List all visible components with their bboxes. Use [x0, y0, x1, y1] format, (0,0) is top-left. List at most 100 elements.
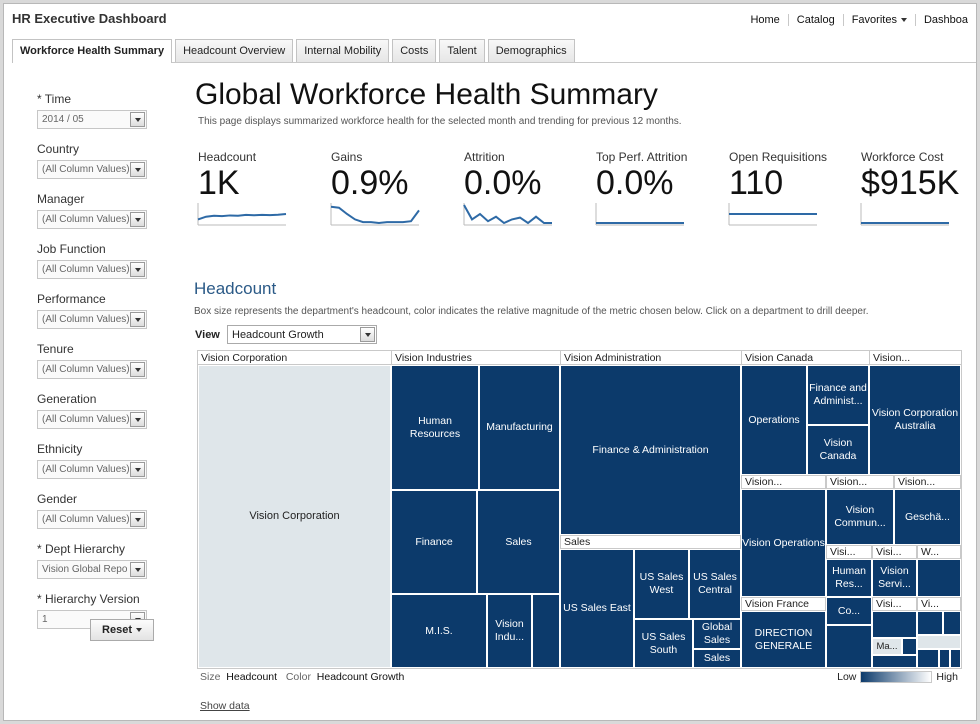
tile-small[interactable] — [532, 594, 560, 668]
tab-demographics[interactable]: Demographics — [487, 39, 575, 62]
treemap-subgroup-header[interactable]: Visi... — [872, 597, 917, 611]
kpi-gains[interactable]: Gains 0.9% — [330, 150, 420, 230]
tile-small[interactable] — [943, 611, 961, 635]
tile-human-res[interactable]: Human Res... — [826, 559, 872, 597]
treemap-group-header[interactable]: Vision Corporation — [198, 351, 391, 365]
tile-small[interactable] — [950, 649, 961, 668]
tile-small[interactable] — [826, 625, 872, 668]
tile-small[interactable] — [939, 649, 950, 668]
tile-ma[interactable]: Ma... — [872, 638, 902, 655]
dept-hierarchy-select[interactable]: Vision Global Repo — [37, 560, 147, 579]
treemap-subgroup-header[interactable]: Vision... — [741, 475, 826, 489]
kpi-sparkline — [463, 203, 552, 226]
reset-button[interactable]: Reset — [90, 619, 154, 641]
treemap-subgroup-header[interactable]: Visi... — [826, 545, 872, 559]
tile-us-sales-west[interactable]: US Sales West — [634, 549, 689, 619]
tile-small[interactable] — [872, 655, 917, 668]
nav-favorites-menu[interactable]: Favorites — [842, 14, 915, 26]
tile-small[interactable] — [917, 649, 939, 668]
tile-small[interactable] — [902, 638, 917, 655]
tile-finance-administration[interactable]: Finance & Administration — [560, 365, 741, 535]
tile-us-sales-east[interactable]: US Sales East — [560, 549, 634, 668]
treemap-subgroup-header[interactable]: Vision France — [741, 597, 826, 611]
show-data-link[interactable]: Show data — [200, 700, 250, 712]
treemap-group-header[interactable]: Vision... — [869, 351, 961, 365]
dropdown-arrow-icon[interactable] — [130, 262, 145, 277]
nav-home-link[interactable]: Home — [750, 14, 780, 26]
dropdown-arrow-icon[interactable] — [130, 412, 145, 427]
tile-vision-services[interactable]: Vision Servi... — [872, 559, 917, 597]
kpi-attrition[interactable]: Attrition 0.0% — [463, 150, 552, 230]
dropdown-arrow-icon[interactable] — [360, 327, 375, 342]
tile-vision-canada[interactable]: Vision Canada — [807, 425, 869, 475]
tile-small[interactable] — [917, 611, 943, 635]
tile-finance[interactable]: Finance — [391, 490, 477, 594]
tile-finance-and-administ[interactable]: Finance and Administ... — [807, 365, 869, 425]
color-value: Headcount Growth — [316, 671, 405, 683]
prompt-panel: * Time 2014 / 05 Country (All Column Val… — [37, 92, 157, 642]
dropdown-arrow-icon[interactable] — [130, 112, 145, 127]
manager-select[interactable]: (All Column Values) — [37, 210, 147, 229]
tile-direction-generale[interactable]: DIRECTION GENERALE — [741, 611, 826, 668]
tile-small[interactable] — [872, 611, 917, 638]
kpi-value: 110 — [729, 164, 784, 202]
tab-talent[interactable]: Talent — [439, 39, 485, 62]
treemap-group-header[interactable]: Vision Canada — [741, 351, 869, 365]
dropdown-arrow-icon[interactable] — [130, 362, 145, 377]
dropdown-arrow-icon[interactable] — [130, 562, 145, 577]
tab-internal-mobility[interactable]: Internal Mobility — [296, 39, 390, 62]
tenure-select[interactable]: (All Column Values) — [37, 360, 147, 379]
tile-gescha[interactable]: Geschä... — [894, 489, 961, 545]
tab-headcount-overview[interactable]: Headcount Overview — [175, 39, 294, 62]
treemap-subgroup-header[interactable]: W... — [917, 545, 961, 559]
tile-vision-industries-sub[interactable]: Vision Indu... — [487, 594, 532, 668]
tab-workforce-health-summary[interactable]: Workforce Health Summary — [12, 39, 173, 63]
treemap-group-header[interactable]: Vision Administration — [560, 351, 741, 365]
tile-human-resources[interactable]: Human Resources — [391, 365, 479, 490]
time-select[interactable]: 2014 / 05 — [37, 110, 147, 129]
kpi-top-perf-attrition[interactable]: Top Perf. Attrition 0.0% — [595, 150, 687, 230]
job-function-select[interactable]: (All Column Values) — [37, 260, 147, 279]
tile-small[interactable] — [917, 635, 961, 649]
dropdown-arrow-icon[interactable] — [130, 512, 145, 527]
tile-vision-corporation-australia[interactable]: Vision Corporation Australia — [869, 365, 961, 475]
dropdown-arrow-icon[interactable] — [130, 162, 145, 177]
treemap-subgroup-header[interactable]: Sales — [560, 535, 741, 549]
dropdown-arrow-icon[interactable] — [130, 212, 145, 227]
kpi-workforce-cost[interactable]: Workforce Cost $915K — [860, 150, 959, 230]
tile-global-sales[interactable]: Global Sales — [693, 619, 741, 649]
tile-sales-small[interactable]: Sales — [693, 649, 741, 668]
treemap-subgroup-header[interactable]: Vision... — [826, 475, 894, 489]
performance-select[interactable]: (All Column Values) — [37, 310, 147, 329]
generation-select[interactable]: (All Column Values) — [37, 410, 147, 429]
dropdown-arrow-icon[interactable] — [130, 312, 145, 327]
legend-low: Low — [837, 671, 857, 683]
tile-us-sales-central[interactable]: US Sales Central — [689, 549, 741, 619]
treemap-group-header[interactable]: Vision Industries — [391, 351, 560, 365]
tile-manufacturing[interactable]: Manufacturing — [479, 365, 560, 490]
tile-us-sales-south[interactable]: US Sales South — [634, 619, 693, 668]
tab-costs[interactable]: Costs — [392, 39, 437, 62]
tile-operations[interactable]: Operations — [741, 365, 807, 475]
treemap-subgroup-header[interactable]: Vision... — [894, 475, 961, 489]
tile-vision-communications[interactable]: Vision Commun... — [826, 489, 894, 545]
country-select[interactable]: (All Column Values) — [37, 160, 147, 179]
kpi-sparkline — [728, 203, 817, 226]
kpi-headcount[interactable]: Headcount 1K — [197, 150, 287, 230]
treemap-subgroup-header[interactable]: Visi... — [872, 545, 917, 559]
tile-small[interactable] — [917, 559, 961, 597]
treemap-subgroup-header[interactable]: Vi... — [917, 597, 961, 611]
tile-sales[interactable]: Sales — [477, 490, 560, 594]
tile-mis[interactable]: M.I.S. — [391, 594, 487, 668]
gender-select[interactable]: (All Column Values) — [37, 510, 147, 529]
ethnicity-select[interactable]: (All Column Values) — [37, 460, 147, 479]
kpi-open-requisitions[interactable]: Open Requisitions 110 — [728, 150, 827, 230]
tile-co[interactable]: Co... — [826, 597, 872, 625]
nav-dashboards-menu[interactable]: Dashboa — [914, 14, 976, 26]
tile-vision-operations[interactable]: Vision Operations — [741, 489, 826, 597]
view-select[interactable]: Headcount Growth — [227, 325, 377, 344]
tile-vision-corporation[interactable]: Vision Corporation — [198, 365, 391, 668]
kpi-label: Headcount — [198, 150, 257, 164]
dropdown-arrow-icon[interactable] — [130, 462, 145, 477]
nav-catalog-link[interactable]: Catalog — [787, 14, 843, 26]
